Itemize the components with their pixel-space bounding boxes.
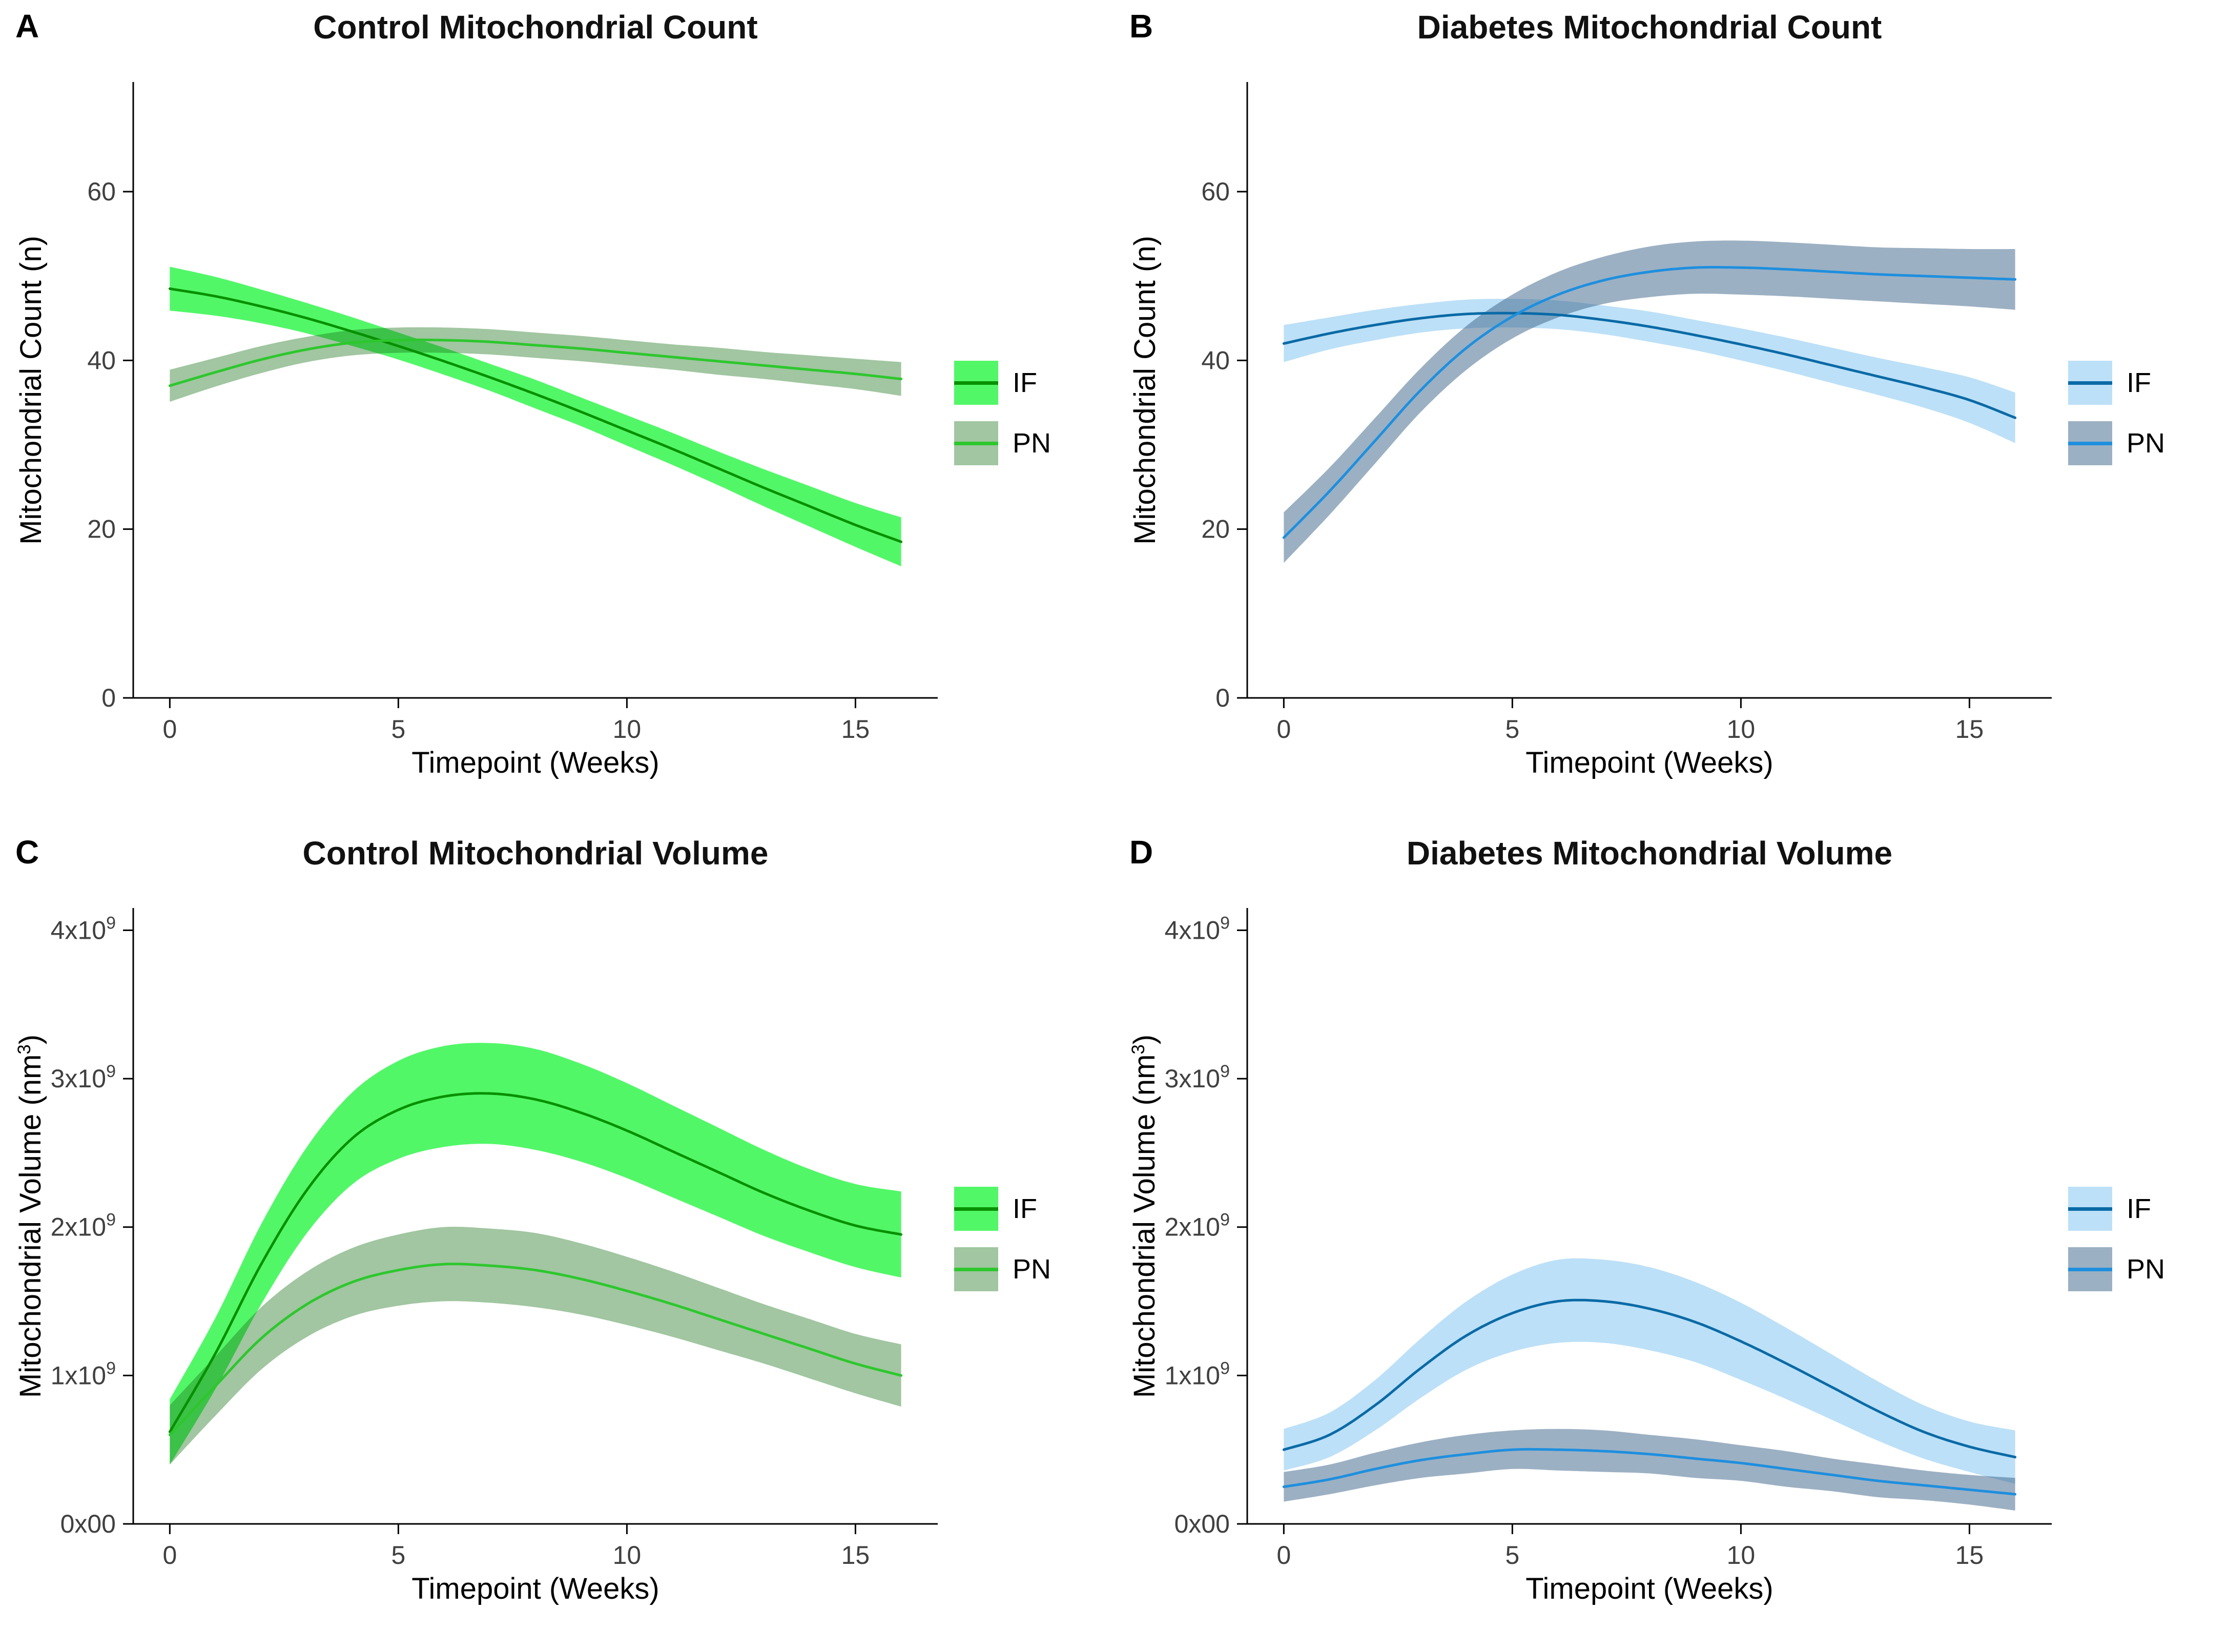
plot-area: 0x00 1x109 2x109 3x109 4x109 0 5 10 15 — [51, 908, 938, 1570]
legend-key-pn — [2068, 1247, 2112, 1291]
legend-line-icon — [2068, 441, 2112, 445]
legend-line-icon — [2068, 1207, 2112, 1211]
legend: IF PN — [954, 0, 1114, 826]
legend-line-icon — [2068, 381, 2112, 385]
legend-entry-pn: PN — [954, 1247, 1114, 1291]
svg-text:3x109: 3x109 — [1165, 1062, 1230, 1093]
legend-entry-if: IF — [2068, 361, 2228, 405]
panel-letter: B — [1129, 8, 1153, 45]
legend-key-if — [2068, 361, 2112, 405]
legend-key-if — [954, 1187, 998, 1231]
plot-area: 0 20 40 60 0 5 10 15 — [87, 82, 938, 744]
svg-text:5: 5 — [1505, 715, 1519, 744]
svg-text:0x00: 0x00 — [60, 1510, 116, 1538]
svg-text:3x109: 3x109 — [51, 1062, 116, 1093]
legend-key-pn — [2068, 421, 2112, 465]
legend: IF PN — [2068, 0, 2228, 826]
legend-entry-pn: PN — [2068, 421, 2228, 465]
svg-text:2x109: 2x109 — [51, 1210, 116, 1242]
svg-text:0x00: 0x00 — [1174, 1510, 1230, 1538]
panel-b: B Diabetes Mitochondrial Count Mitochond… — [1114, 0, 2228, 826]
panel-letter: D — [1129, 834, 1153, 871]
svg-text:20: 20 — [1201, 515, 1230, 544]
panel-d: D Diabetes Mitochondrial Volume Mitochon… — [1114, 826, 2228, 1652]
svg-text:2x109: 2x109 — [1165, 1210, 1230, 1242]
legend-label-pn: PN — [1013, 1254, 1051, 1285]
legend-line-icon — [954, 1207, 998, 1211]
svg-text:5: 5 — [391, 715, 405, 744]
svg-text:5: 5 — [391, 1541, 405, 1570]
plot-area: 0x00 1x109 2x109 3x109 4x109 0 5 10 15 — [1165, 908, 2052, 1570]
legend-entry-if: IF — [2068, 1187, 2228, 1231]
svg-text:10: 10 — [613, 715, 642, 744]
svg-text:40: 40 — [1201, 346, 1230, 375]
legend-label-if: IF — [1013, 367, 1037, 398]
svg-text:15: 15 — [841, 1541, 870, 1570]
svg-text:15: 15 — [841, 715, 870, 744]
legend-entry-pn: PN — [2068, 1247, 2228, 1291]
chart-title: Diabetes Mitochondrial Volume — [1406, 835, 1893, 872]
legend-entry-if: IF — [954, 361, 1114, 405]
x-axis-label: Timepoint (Weeks) — [411, 1572, 659, 1605]
legend-line-icon — [2068, 1267, 2112, 1271]
chart-title: Control Mitochondrial Volume — [302, 835, 769, 872]
plot-area: 0 20 40 60 0 5 10 15 — [1201, 82, 2052, 744]
panel-a: A Control Mitochondrial Count Mitochondr… — [0, 0, 1114, 826]
legend-key-if — [2068, 1187, 2112, 1231]
legend-label-if: IF — [2127, 1193, 2151, 1224]
svg-text:0: 0 — [1276, 1541, 1291, 1570]
svg-text:40: 40 — [87, 346, 116, 375]
legend-entry-pn: PN — [954, 421, 1114, 465]
panel-letter: A — [15, 8, 39, 45]
legend-key-pn — [954, 1247, 998, 1291]
svg-text:4x109: 4x109 — [1165, 913, 1230, 944]
legend-label-pn: PN — [2127, 1254, 2165, 1285]
svg-text:15: 15 — [1955, 1541, 1984, 1570]
legend-line-icon — [954, 1267, 998, 1271]
panel-c: C Control Mitochondrial Volume Mitochond… — [0, 826, 1114, 1652]
x-axis-label: Timepoint (Weeks) — [411, 746, 659, 779]
svg-text:60: 60 — [87, 177, 116, 206]
svg-text:10: 10 — [613, 1541, 642, 1570]
chart-title: Diabetes Mitochondrial Count — [1417, 9, 1882, 46]
legend: IF PN — [2068, 826, 2228, 1652]
svg-text:4x109: 4x109 — [51, 913, 116, 944]
svg-text:0: 0 — [1276, 715, 1291, 744]
svg-text:5: 5 — [1505, 1541, 1519, 1570]
svg-text:0: 0 — [162, 715, 177, 744]
legend-label-if: IF — [2127, 367, 2151, 398]
svg-text:60: 60 — [1201, 177, 1230, 206]
chart-title: Control Mitochondrial Count — [313, 9, 758, 46]
svg-text:0: 0 — [162, 1541, 177, 1570]
svg-text:10: 10 — [1727, 1541, 1756, 1570]
legend-entry-if: IF — [954, 1187, 1114, 1231]
svg-text:1x109: 1x109 — [51, 1358, 116, 1390]
legend-label-pn: PN — [2127, 428, 2165, 459]
svg-text:10: 10 — [1727, 715, 1756, 744]
svg-text:0: 0 — [1215, 684, 1230, 712]
panel-letter: C — [15, 834, 39, 871]
svg-text:1x109: 1x109 — [1165, 1358, 1230, 1390]
x-axis-label: Timepoint (Weeks) — [1525, 1572, 1773, 1605]
legend-key-if — [954, 361, 998, 405]
legend: IF PN — [954, 826, 1114, 1652]
svg-text:15: 15 — [1955, 715, 1984, 744]
legend-key-pn — [954, 421, 998, 465]
x-axis-label: Timepoint (Weeks) — [1525, 746, 1773, 779]
svg-text:0: 0 — [101, 684, 116, 712]
svg-text:20: 20 — [87, 515, 116, 544]
legend-line-icon — [954, 381, 998, 385]
legend-line-icon — [954, 441, 998, 445]
legend-label-pn: PN — [1013, 428, 1051, 459]
legend-label-if: IF — [1013, 1193, 1037, 1224]
